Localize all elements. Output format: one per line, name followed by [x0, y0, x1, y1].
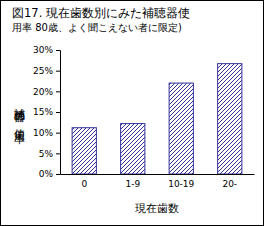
bar [169, 83, 193, 174]
y-tick-label: 25% [33, 66, 53, 76]
y-tick-mark [56, 50, 60, 51]
y-tick-mark [56, 71, 60, 72]
y-axis-line [56, 51, 61, 175]
x-tick-label: 1-9 [125, 179, 140, 189]
x-tick: 0 [81, 174, 87, 189]
title: 用率 80歳、よく聞こえない者に限定) [12, 22, 182, 33]
x-tick: 10-19 [168, 174, 194, 189]
bar [72, 128, 96, 174]
y-tick-label: 5% [39, 149, 54, 159]
x-axis-title: 現在歯数 [135, 202, 179, 215]
y-tick: 0% [39, 169, 60, 179]
bar [218, 64, 242, 174]
x-axis: 0 1-9 10-19 20- [61, 174, 255, 189]
y-tick: 20% [33, 87, 60, 97]
y-tick-mark [56, 112, 60, 113]
x-tick-label: 10-19 [168, 179, 194, 189]
y-axis-title: 補聴器の使用率 [13, 99, 26, 145]
y-tick-label: 30% [33, 45, 53, 55]
x-tick-label: 20- [222, 179, 237, 189]
y-tick: 15% [33, 107, 60, 117]
plot: 0% 5% 10% 15% 20% 25% 30% 0 1-9 10-19 20- [33, 45, 255, 189]
chart: 図17. 現在歯数別にみた補聴器使用率 80歳、よく聞こえない者に限定) 0% 5%… [0, 0, 264, 226]
x-tick: 1-9 [125, 174, 140, 189]
title: 図17. 現在歯数別にみた補聴器使 [12, 6, 190, 20]
y-tick-label: 0% [39, 169, 54, 179]
y-tick-label: 20% [33, 87, 53, 97]
y-tick: 30% [33, 45, 60, 55]
y-tick-mark [56, 153, 60, 154]
x-tick: 20- [222, 174, 237, 189]
y-axis: 0% 5% 10% 15% 20% 25% 30% [33, 45, 61, 179]
x-axis-line [61, 174, 255, 175]
bar [121, 124, 145, 174]
y-tick-label: 15% [33, 107, 53, 117]
bars [72, 64, 242, 174]
frame [1, 1, 264, 226]
y-tick: 10% [33, 128, 60, 138]
y-tick-mark [56, 91, 60, 92]
x-tick-label: 0 [81, 179, 87, 189]
y-tick-mark [56, 133, 60, 134]
y-tick: 25% [33, 66, 60, 76]
y-tick-label: 10% [33, 128, 53, 138]
y-tick: 5% [39, 149, 60, 159]
y-tick-mark [56, 174, 60, 175]
